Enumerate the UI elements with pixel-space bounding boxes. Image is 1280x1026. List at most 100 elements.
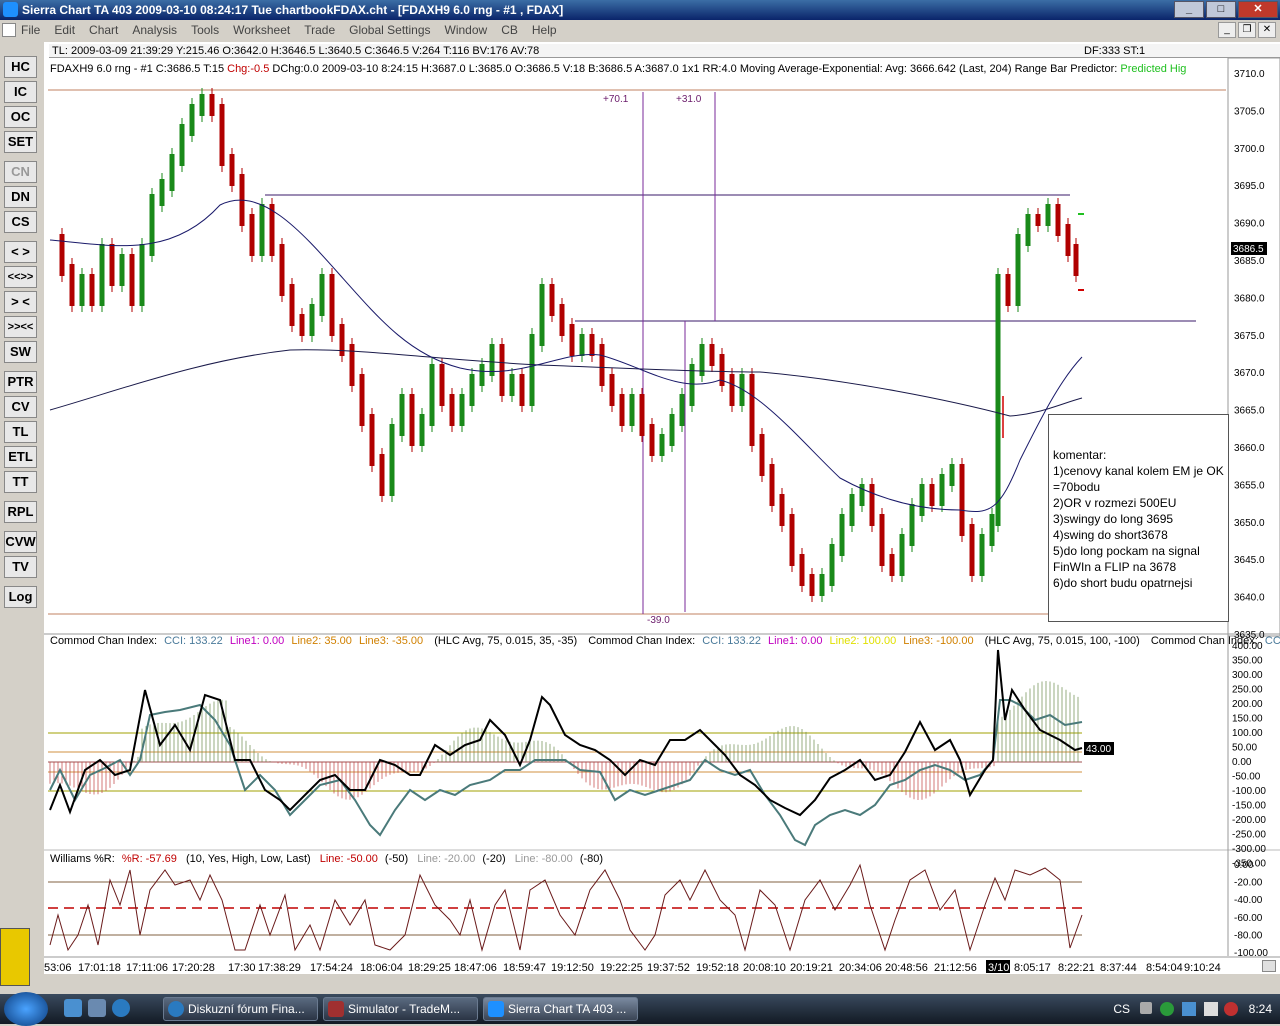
candle-body bbox=[169, 154, 175, 191]
task-simulator[interactable]: Simulator - TradeM... bbox=[323, 997, 478, 1021]
toolbar-ptr-button[interactable]: PTR bbox=[4, 371, 37, 393]
williams-header: Williams %R: %R: -57.69 (10, Yes, High, … bbox=[50, 853, 603, 865]
toolbar-hc-button[interactable]: HC bbox=[4, 56, 37, 78]
language-indicator[interactable]: CS bbox=[1113, 1002, 1130, 1016]
candle-body bbox=[749, 374, 755, 446]
cci-tick-label: 300.00 bbox=[1232, 670, 1263, 681]
menu-analysis[interactable]: Analysis bbox=[132, 23, 178, 37]
toolbar-zoom-in-fast-button[interactable]: >><< bbox=[4, 316, 37, 338]
menu-edit[interactable]: Edit bbox=[54, 23, 76, 37]
cci-tick-label: -350.00 bbox=[1232, 859, 1266, 870]
toolbar-tl-button[interactable]: TL bbox=[4, 421, 37, 443]
menu-file[interactable]: File bbox=[21, 23, 41, 37]
candle-body bbox=[1005, 274, 1011, 306]
hazard-icon[interactable] bbox=[0, 928, 30, 986]
candle-body bbox=[709, 344, 715, 366]
toolbar-dn-button[interactable]: DN bbox=[4, 186, 37, 208]
candle-body bbox=[329, 274, 335, 336]
time-axis-labels: 53:06 17:01:18 17:11:06 17:20:28 17:30 17:38:… bbox=[44, 960, 1221, 974]
toolbar-cvw-button[interactable]: CVW bbox=[4, 531, 37, 553]
cci-35-line bbox=[49, 649, 1083, 817]
menu-chart[interactable]: Chart bbox=[89, 23, 119, 37]
comment-textbox[interactable]: komentar: 1)cenovy kanal kolem EM je OK … bbox=[1048, 414, 1229, 622]
mdi-minimize-button[interactable]: _ bbox=[1218, 22, 1236, 38]
candle-body bbox=[509, 374, 515, 396]
network-status-icon[interactable] bbox=[1160, 1002, 1174, 1016]
candle-body bbox=[569, 324, 575, 356]
task-diskuzni-forum[interactable]: Diskuzní fórum Fina... bbox=[163, 997, 318, 1021]
window-title: Sierra Chart TA 403 2009-03-10 08:24:17 … bbox=[22, 3, 564, 17]
security-alert-icon[interactable] bbox=[1224, 1002, 1238, 1016]
toolbar-ic-button[interactable]: IC bbox=[4, 81, 37, 103]
menu-window[interactable]: Window bbox=[444, 23, 488, 37]
candle-body bbox=[719, 354, 725, 386]
ema-fast-line bbox=[49, 199, 1083, 513]
candle-body bbox=[899, 534, 905, 576]
scroll-corner-button[interactable] bbox=[1262, 960, 1276, 972]
toolbar-etl-button[interactable]: ETL bbox=[4, 446, 37, 468]
close-button[interactable]: ✕ bbox=[1238, 1, 1278, 18]
last-price-label: 3686.5 bbox=[1233, 244, 1264, 255]
maximize-button[interactable]: □ bbox=[1206, 1, 1236, 18]
candle-body bbox=[579, 334, 585, 356]
time-tick-label: 20:48:56 bbox=[885, 962, 928, 974]
minimize-button[interactable]: _ bbox=[1174, 1, 1204, 18]
cci-tick-label: -300.00 bbox=[1232, 844, 1266, 855]
task-sierra-chart[interactable]: Sierra Chart TA 403 ... bbox=[483, 997, 638, 1021]
monitor-icon[interactable] bbox=[1182, 1002, 1196, 1016]
candle-body bbox=[649, 424, 655, 456]
toolbar-tt-button[interactable]: TT bbox=[4, 471, 37, 493]
menu-tools[interactable]: Tools bbox=[191, 23, 220, 37]
toolbar-cs-button[interactable]: CS bbox=[4, 211, 37, 233]
price-tick-label: 3675.0 bbox=[1234, 331, 1265, 342]
candle-body bbox=[439, 364, 445, 406]
tray-chevron-icon[interactable] bbox=[1140, 1002, 1152, 1014]
clock[interactable]: 8:24 bbox=[1248, 1002, 1272, 1016]
candle-body bbox=[209, 94, 215, 116]
candle-body bbox=[1035, 214, 1041, 226]
price-tick-label: 3660.0 bbox=[1234, 443, 1265, 454]
toolbar-cn-button[interactable]: CN bbox=[4, 161, 37, 183]
candle-body bbox=[629, 394, 635, 426]
menu-global-settings[interactable]: Global Settings bbox=[349, 23, 431, 37]
candle-body bbox=[99, 244, 105, 306]
toolbar-cv-button[interactable]: CV bbox=[4, 396, 37, 418]
candle-body bbox=[429, 364, 435, 426]
toolbar-tv-button[interactable]: TV bbox=[4, 556, 37, 578]
toolbar-scroll-fast-button[interactable]: <<>> bbox=[4, 266, 37, 288]
internet-explorer-icon[interactable] bbox=[112, 999, 130, 1017]
toolbar-scroll-button[interactable]: < > bbox=[4, 241, 37, 263]
candle-body bbox=[969, 524, 975, 576]
candle-body bbox=[369, 414, 375, 466]
toolbar-sw-button[interactable]: SW bbox=[4, 341, 37, 363]
sierra-chart-icon bbox=[488, 1001, 504, 1017]
volume-icon[interactable] bbox=[1204, 1002, 1218, 1016]
show-desktop-icon[interactable] bbox=[64, 999, 82, 1017]
switch-windows-icon[interactable] bbox=[88, 999, 106, 1017]
toolbar-oc-button[interactable]: OC bbox=[4, 106, 37, 128]
toolbar-zoom-in-button[interactable]: > < bbox=[4, 291, 37, 313]
mdi-close-button[interactable]: ✕ bbox=[1258, 22, 1276, 38]
menu-worksheet[interactable]: Worksheet bbox=[233, 23, 291, 37]
williams-line-1: Line: -50.00 bbox=[319, 853, 378, 865]
document-icon[interactable] bbox=[2, 23, 16, 37]
mdi-restore-button[interactable]: ❐ bbox=[1238, 22, 1256, 38]
cci-line3-1: Line3: -35.00 bbox=[358, 635, 424, 647]
toolbar-rpl-button[interactable]: RPL bbox=[4, 501, 37, 523]
toolbar-set-button[interactable]: SET bbox=[4, 131, 37, 153]
candle-body bbox=[879, 514, 885, 566]
menu-help[interactable]: Help bbox=[531, 23, 557, 37]
main-info-a: FDAXH9 6.0 rng - #1 C:3686.5 T:15 bbox=[50, 63, 225, 75]
candle-body bbox=[599, 344, 605, 386]
toolbar-log-button[interactable]: Log bbox=[4, 586, 37, 608]
menu-cb[interactable]: CB bbox=[501, 23, 518, 37]
start-button[interactable] bbox=[4, 992, 48, 1026]
time-tick-label: 17:38:29 bbox=[258, 962, 301, 974]
williams-tick-label: -80.00 bbox=[1234, 930, 1263, 941]
menu-trade[interactable]: Trade bbox=[304, 23, 336, 37]
candle-body bbox=[259, 204, 265, 256]
candle-body bbox=[1045, 204, 1051, 226]
time-tick-label: 18:47:06 bbox=[454, 962, 497, 974]
williams-tick-label: -100.00 bbox=[1234, 948, 1268, 959]
